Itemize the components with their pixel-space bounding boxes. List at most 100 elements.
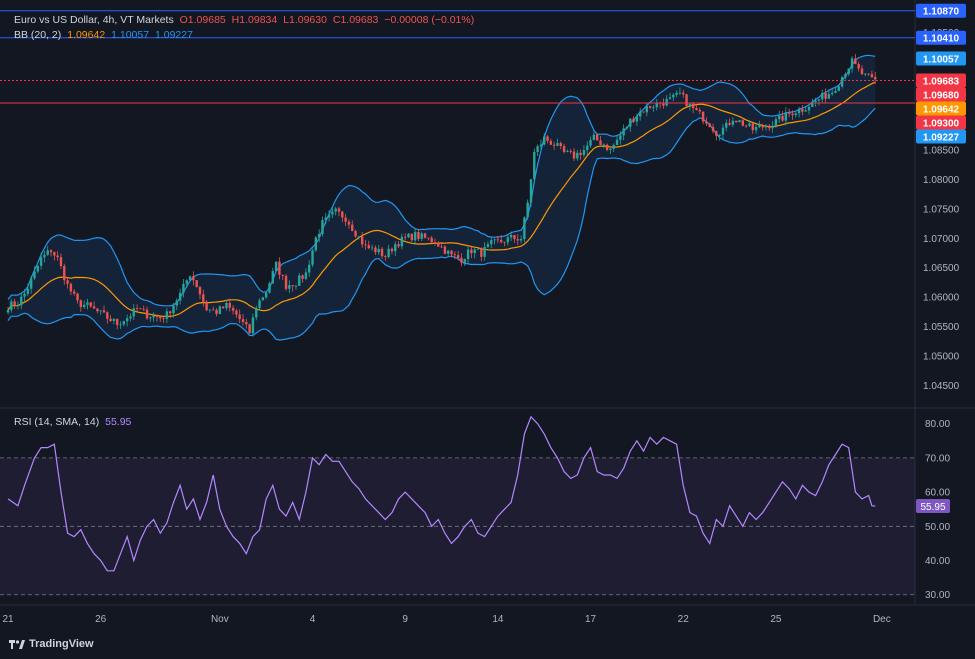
candle-body	[341, 211, 344, 218]
candle-body	[526, 202, 529, 218]
price-axis-label-box	[916, 30, 966, 45]
candle-body	[317, 233, 321, 238]
candle-body	[122, 321, 126, 325]
candle-body	[847, 68, 850, 75]
candle-body	[453, 254, 457, 256]
candle-body	[175, 300, 179, 306]
candle-body	[655, 102, 658, 108]
candle-body	[119, 324, 122, 326]
candle-body	[543, 136, 546, 145]
candle-body	[142, 308, 145, 310]
time-tick-label: 26	[95, 614, 107, 625]
candle-body	[390, 248, 394, 252]
candle-body	[86, 302, 89, 305]
candle-body	[466, 249, 470, 260]
candle-body	[354, 230, 357, 237]
candle-body	[202, 294, 205, 302]
candle-body	[864, 73, 867, 75]
candle-body	[49, 250, 53, 253]
candle-body	[255, 307, 258, 318]
candle-body	[404, 236, 407, 238]
candle-body	[612, 144, 615, 149]
candle-body	[152, 315, 155, 318]
candle-body	[43, 254, 46, 258]
candle-body	[172, 305, 175, 314]
candle-body	[834, 90, 837, 93]
price-axis-label-box	[916, 73, 966, 88]
candle-body	[569, 150, 572, 152]
candle-body	[698, 110, 701, 112]
candle-body	[92, 306, 96, 309]
candle-body	[595, 134, 599, 141]
time-tick-label: 17	[585, 614, 597, 625]
candle-body	[533, 152, 536, 180]
candle-body	[264, 292, 268, 298]
candle-body	[20, 296, 23, 306]
tradingview-logo[interactable]: TradingView	[9, 638, 94, 650]
candle-body	[149, 317, 152, 319]
candle-body	[162, 318, 165, 320]
candle-body	[582, 150, 586, 156]
candle-body	[854, 58, 857, 64]
candle-body	[291, 285, 294, 287]
candle-body	[609, 148, 612, 150]
candle-body	[870, 74, 874, 78]
price-pane[interactable]: 1.04500 1.05000 1.05500 1.06000 1.06500 1.070…	[0, 0, 975, 605]
rsi-tick-label: 60.00	[925, 488, 950, 499]
candle-body	[79, 300, 83, 308]
bb-upper-line	[7, 54, 876, 307]
candle-body	[735, 120, 738, 123]
candle-body	[840, 77, 844, 87]
candle-body	[579, 152, 582, 156]
candle-body	[212, 309, 215, 311]
candle-body	[308, 264, 311, 273]
candle-body	[821, 93, 824, 100]
candle-body	[447, 250, 450, 254]
price-tick-label: 1.05000	[923, 351, 960, 362]
candle-body	[69, 283, 73, 292]
candle-body	[16, 305, 20, 307]
candle-body	[82, 304, 86, 308]
rsi-pane[interactable]: 30.00 40.00 50.00 60.00 70.00 80.00 55.95	[0, 415, 950, 601]
candle-body	[205, 301, 208, 311]
candle-body	[245, 321, 248, 325]
price-tick-label: 1.05500	[923, 322, 960, 333]
candle-body	[672, 94, 675, 98]
candle-body	[39, 257, 43, 266]
candle-body	[764, 126, 768, 128]
candle-body	[499, 240, 503, 242]
candle-body	[427, 237, 430, 239]
candle-body	[274, 261, 278, 272]
candle-body	[231, 307, 235, 311]
candle-body	[519, 239, 523, 241]
candle-body	[96, 308, 99, 312]
candle-body	[619, 135, 622, 140]
candle-body	[6, 310, 10, 313]
candle-body	[460, 257, 463, 263]
candle-body	[701, 111, 705, 122]
candle-body	[410, 233, 414, 241]
candle-body	[59, 257, 63, 267]
bb-basis-value: 1.09642	[67, 29, 106, 41]
candle-body	[261, 297, 265, 301]
candle-body	[228, 302, 231, 308]
low-value: L1.09630	[283, 14, 327, 26]
rsi-line	[7, 415, 876, 572]
candle-body	[132, 308, 135, 317]
candle-body	[639, 111, 642, 117]
candle-body	[423, 233, 427, 238]
high-value: H1.09834	[231, 14, 278, 26]
candle-body	[195, 280, 198, 288]
candle-body	[168, 311, 172, 314]
change-value: −0.00008 (−0.01%)	[384, 14, 475, 26]
candle-body	[513, 235, 516, 240]
time-tick-label: 9	[402, 614, 408, 625]
candle-body	[347, 221, 351, 225]
candle-body	[774, 119, 778, 126]
candle-body	[145, 309, 149, 319]
candle-body	[665, 98, 668, 106]
price-axis-label: 1.09227	[923, 132, 960, 143]
candle-body	[715, 131, 718, 136]
candle-body	[576, 152, 579, 159]
